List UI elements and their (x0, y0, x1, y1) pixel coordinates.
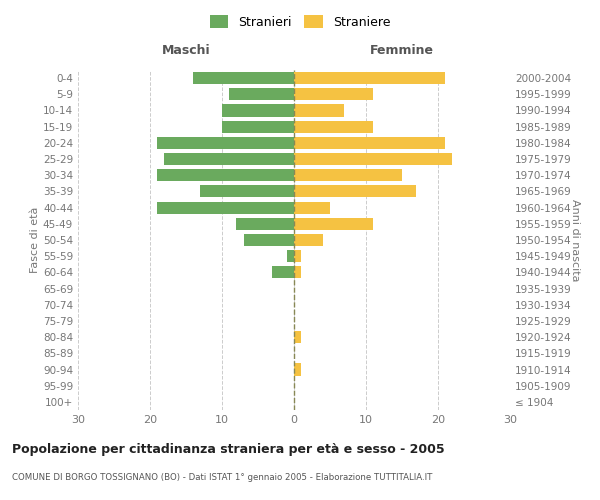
Text: Popolazione per cittadinanza straniera per età e sesso - 2005: Popolazione per cittadinanza straniera p… (12, 442, 445, 456)
Bar (294, 72, 445, 84)
Text: COMUNE DI BORGO TOSSIGNANO (BO) - Dati ISTAT 1° gennaio 2005 - Elaborazione TUTT: COMUNE DI BORGO TOSSIGNANO (BO) - Dati I… (12, 472, 433, 482)
Bar (294, 202, 330, 213)
Y-axis label: Anni di nascita: Anni di nascita (570, 198, 580, 281)
Bar (222, 104, 294, 117)
Bar (287, 250, 294, 262)
Bar (294, 186, 416, 198)
Bar (157, 169, 294, 181)
Text: Maschi: Maschi (161, 44, 211, 58)
Bar (294, 364, 301, 376)
Bar (294, 88, 373, 101)
Bar (294, 104, 344, 117)
Bar (193, 72, 294, 84)
Bar (294, 137, 445, 149)
Legend: Stranieri, Straniere: Stranieri, Straniere (206, 11, 394, 32)
Bar (157, 202, 294, 213)
Bar (200, 186, 294, 198)
Bar (294, 250, 301, 262)
Bar (294, 234, 323, 246)
Bar (157, 137, 294, 149)
Bar (272, 266, 294, 278)
Bar (244, 234, 294, 246)
Bar (164, 153, 294, 165)
Bar (229, 88, 294, 101)
Text: Femmine: Femmine (370, 44, 434, 58)
Bar (222, 120, 294, 132)
Bar (294, 169, 402, 181)
Bar (236, 218, 294, 230)
Bar (294, 153, 452, 165)
Bar (294, 120, 373, 132)
Bar (294, 331, 301, 343)
Bar (294, 266, 301, 278)
Y-axis label: Fasce di età: Fasce di età (30, 207, 40, 273)
Bar (294, 218, 373, 230)
